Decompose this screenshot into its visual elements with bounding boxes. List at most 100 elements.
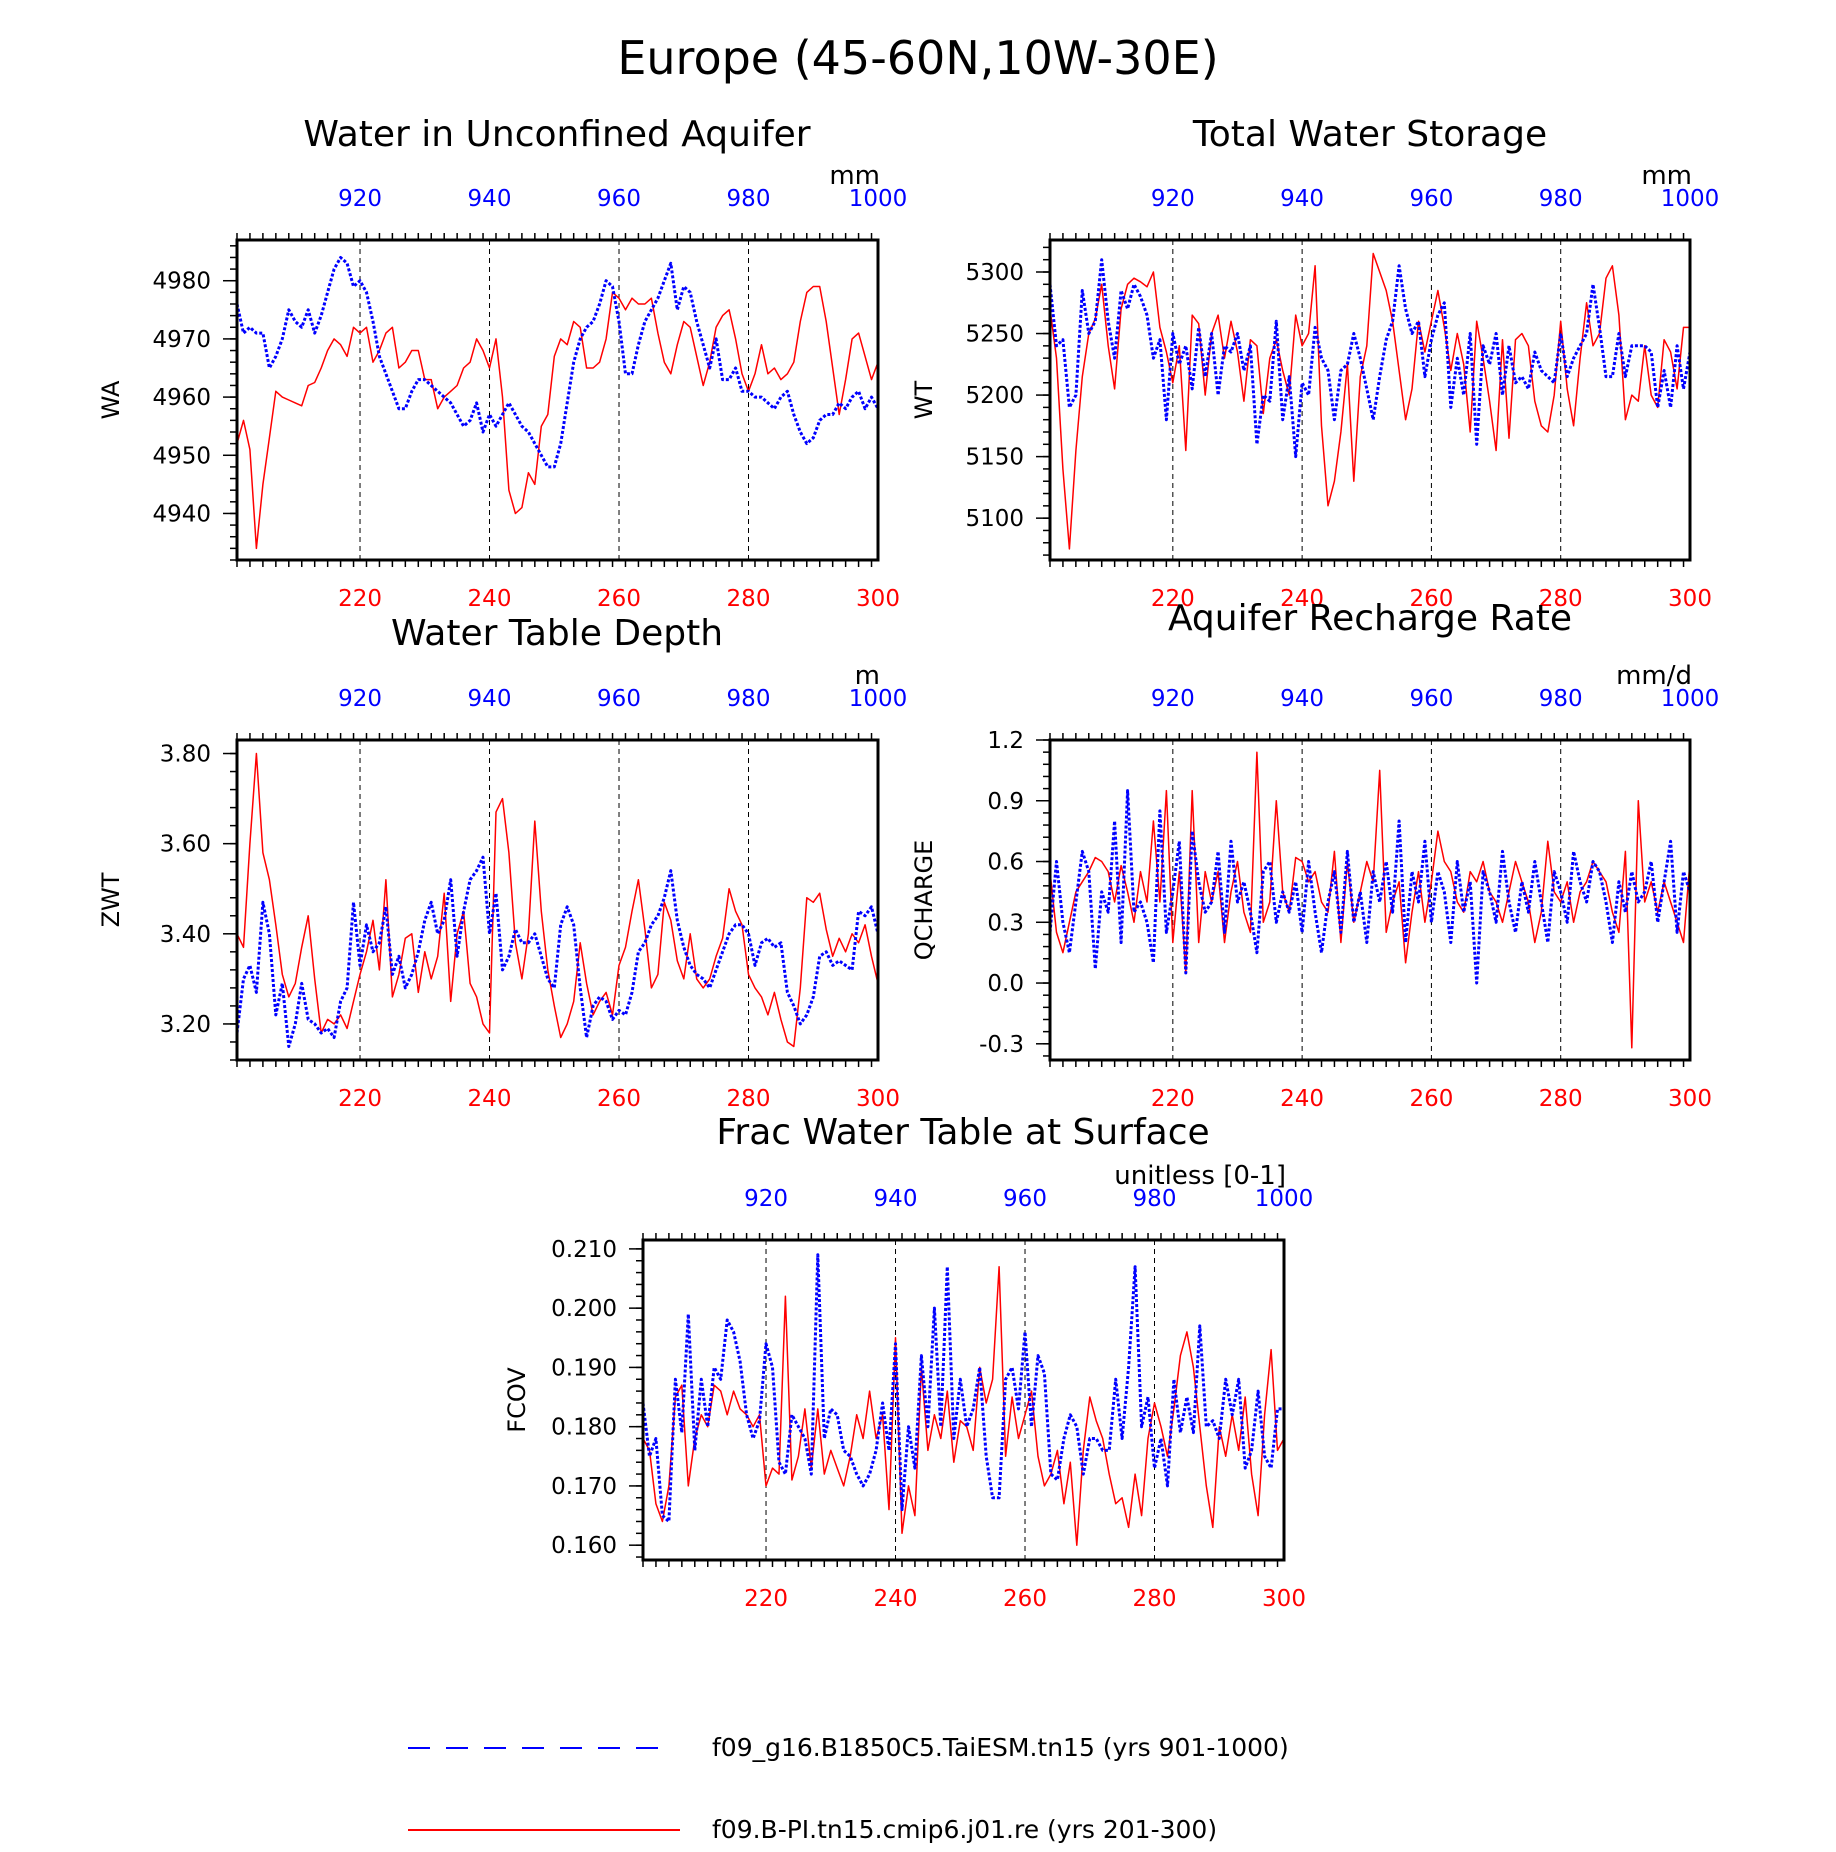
plot-frame	[235, 238, 880, 562]
series-line-blue	[235, 855, 880, 1048]
series-line-blue	[1048, 258, 1692, 459]
x-tick-label-top: 940	[468, 686, 512, 712]
panel-fcov: Frac Water Table at Surface unitless [0-1…	[503, 1112, 1313, 1612]
x-tick-label-top: 980	[1539, 686, 1583, 712]
x-tick-label-top: 920	[1151, 686, 1195, 712]
plot-frame	[641, 1238, 1286, 1562]
x-tick-label-top: 1000	[1255, 1186, 1314, 1212]
legend-blue-label: f09_g16.B1850C5.TaiESM.tn15 (yrs 901-100…	[712, 1733, 1289, 1762]
x-tick-label-bottom: 260	[597, 586, 641, 612]
panel-qcharge: Aquifer Recharge Rate mm/d QCHARGE 220 240 26…	[910, 598, 1719, 1112]
x-tick-label-top: 920	[338, 686, 382, 712]
units-label: mm	[829, 161, 880, 191]
x-tick-label-top: 920	[744, 1186, 788, 1212]
x-tick-label-top: 960	[1409, 686, 1453, 712]
x-tick-label-bottom: 240	[468, 586, 512, 612]
y-tick-label: 0.160	[551, 1533, 617, 1559]
x-tick-label-bottom: 300	[1262, 1586, 1306, 1612]
y-tick-label: 5300	[965, 260, 1024, 286]
panel-title: Water Table Depth	[391, 613, 723, 654]
plot-frame	[1048, 738, 1692, 1062]
x-tick-label-top: 920	[1151, 186, 1195, 212]
x-tick-label-top: 960	[597, 186, 641, 212]
x-tick-label-bottom: 280	[1133, 1586, 1177, 1612]
units-label: mm/d	[1616, 661, 1692, 691]
y-tick-label: 0.6	[987, 850, 1024, 876]
panels: Water in Unconfined Aquifer mm WA 220 240 260…	[97, 114, 1719, 1612]
series-line-red	[236, 752, 879, 1048]
series-line-blue	[641, 1253, 1286, 1523]
y-tick-label: 3.60	[160, 832, 211, 858]
x-tick-label-bottom: 240	[468, 1086, 512, 1112]
x-tick-label-top: 1000	[1661, 186, 1720, 212]
x-tick-label-bottom: 220	[338, 586, 382, 612]
x-tick-label-bottom: 220	[1151, 1086, 1195, 1112]
x-tick-label-top: 940	[874, 1186, 918, 1212]
y-tick-label: 0.9	[987, 789, 1024, 815]
x-tick-label-bottom: 280	[727, 586, 771, 612]
x-tick-label-top: 940	[1280, 686, 1324, 712]
x-tick-label-bottom: 240	[1280, 1086, 1324, 1112]
y-tick-label: 4980	[152, 269, 211, 295]
x-tick-label-top: 1000	[849, 686, 908, 712]
x-tick-label-top: 980	[1539, 186, 1583, 212]
units-label: unitless [0-1]	[1114, 1161, 1286, 1191]
y-tick-label: 0.210	[551, 1237, 617, 1263]
y-tick-label: 0.170	[551, 1474, 617, 1500]
x-tick-label-bottom: 240	[1280, 586, 1324, 612]
y-tick-label: 5100	[965, 506, 1024, 532]
x-tick-label-top: 940	[1280, 186, 1324, 212]
y-tick-label: 0.3	[987, 910, 1024, 936]
y-tick-label: 4950	[152, 443, 211, 469]
x-tick-label-top: 960	[597, 686, 641, 712]
x-tick-label-bottom: 220	[744, 1586, 788, 1612]
legend: f09_g16.B1850C5.TaiESM.tn15 (yrs 901-100…	[408, 1733, 1289, 1844]
panel-title: Total Water Storage	[1192, 114, 1547, 155]
x-tick-label-top: 1000	[1661, 686, 1720, 712]
x-tick-label-top: 980	[1133, 1186, 1177, 1212]
series-line-blue	[1048, 789, 1692, 985]
series-line-red	[1049, 751, 1691, 1049]
x-tick-label-bottom: 260	[1003, 1586, 1047, 1612]
panel-title: Aquifer Recharge Rate	[1168, 598, 1572, 639]
y-tick-label: 0.0	[987, 971, 1024, 997]
x-tick-label-bottom: 260	[1409, 1086, 1453, 1112]
units-label: mm	[1641, 161, 1692, 191]
y-tick-label: 1.2	[987, 728, 1024, 754]
y-axis-label: FCOV	[503, 1367, 531, 1433]
x-tick-label-bottom: 220	[1151, 586, 1195, 612]
x-tick-label-top: 980	[727, 186, 771, 212]
plot-frame	[1048, 238, 1692, 562]
y-tick-label: 0.190	[551, 1355, 617, 1381]
y-tick-label: 4970	[152, 327, 211, 353]
x-tick-label-top: 1000	[849, 186, 908, 212]
x-tick-label-top: 960	[1003, 1186, 1047, 1212]
x-tick-label-bottom: 240	[874, 1586, 918, 1612]
x-tick-label-bottom: 280	[1539, 586, 1583, 612]
x-tick-label-bottom: 280	[1539, 1086, 1583, 1112]
y-tick-label: 4960	[152, 385, 211, 411]
x-tick-label-bottom: 280	[727, 1086, 771, 1112]
series-line-red	[236, 285, 879, 550]
y-axis-label: QCHARGE	[910, 840, 938, 961]
x-tick-label-bottom: 220	[338, 1086, 382, 1112]
x-tick-label-bottom: 300	[1668, 586, 1712, 612]
panel-zwt: Water Table Depth m ZWT 220 240 260 280 300 920 9…	[97, 613, 907, 1112]
x-tick-label-bottom: 300	[1668, 1086, 1712, 1112]
y-tick-label: -0.3	[979, 1032, 1024, 1058]
series-line-red	[642, 1265, 1285, 1546]
panel-title: Water in Unconfined Aquifer	[303, 114, 810, 155]
x-tick-label-top: 980	[727, 686, 771, 712]
x-tick-label-bottom: 300	[856, 1086, 900, 1112]
x-tick-label-bottom: 260	[597, 1086, 641, 1112]
y-tick-label: 5250	[965, 322, 1024, 348]
figure-title: Europe (45-60N,10W-30E)	[617, 31, 1218, 85]
x-tick-label-bottom: 300	[856, 586, 900, 612]
units-label: m	[855, 661, 880, 691]
x-tick-label-top: 940	[468, 186, 512, 212]
plot-frame	[235, 738, 880, 1062]
y-tick-label: 0.200	[551, 1296, 617, 1322]
x-tick-label-bottom: 260	[1409, 586, 1453, 612]
